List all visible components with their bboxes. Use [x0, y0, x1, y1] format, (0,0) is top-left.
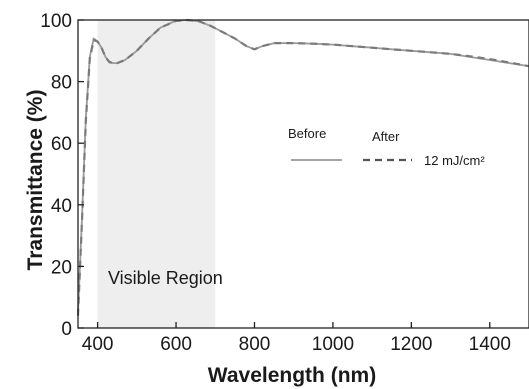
y-tick-label: 0	[61, 319, 72, 340]
x-tick-label: 1200	[390, 334, 432, 355]
x-tick-label: 600	[160, 334, 192, 355]
visible-region-label: Visible Region	[108, 268, 223, 288]
x-tick-label: 400	[82, 334, 114, 355]
x-tick-label: 1000	[312, 334, 354, 355]
y-tick-label: 100	[40, 11, 72, 32]
series-line-after	[76, 18, 529, 316]
x-tick-label: 1400	[469, 334, 511, 355]
y-tick-label: 60	[51, 134, 72, 155]
legend: Before After 12 mJ/cm²	[288, 126, 485, 168]
y-tick-label: 80	[51, 73, 72, 94]
plot-frame	[77, 19, 529, 329]
x-axis: 400 600 800 1000 1200 1400	[82, 322, 511, 355]
legend-before-header: Before	[288, 126, 326, 141]
x-axis-title: Wavelength (nm)	[208, 364, 376, 387]
x-tick-label: 800	[239, 334, 271, 355]
series-lines	[76, 18, 529, 316]
y-tick-label: 40	[51, 196, 72, 217]
legend-after-header: After	[372, 129, 400, 144]
y-tick-label: 20	[51, 257, 72, 278]
y-axis: 0 20 40 60 80 100	[40, 11, 84, 340]
visible-region-shading	[97, 20, 216, 328]
legend-after-note: 12 mJ/cm²	[424, 153, 485, 168]
y-axis-title: Transmittance (%)	[24, 90, 47, 271]
